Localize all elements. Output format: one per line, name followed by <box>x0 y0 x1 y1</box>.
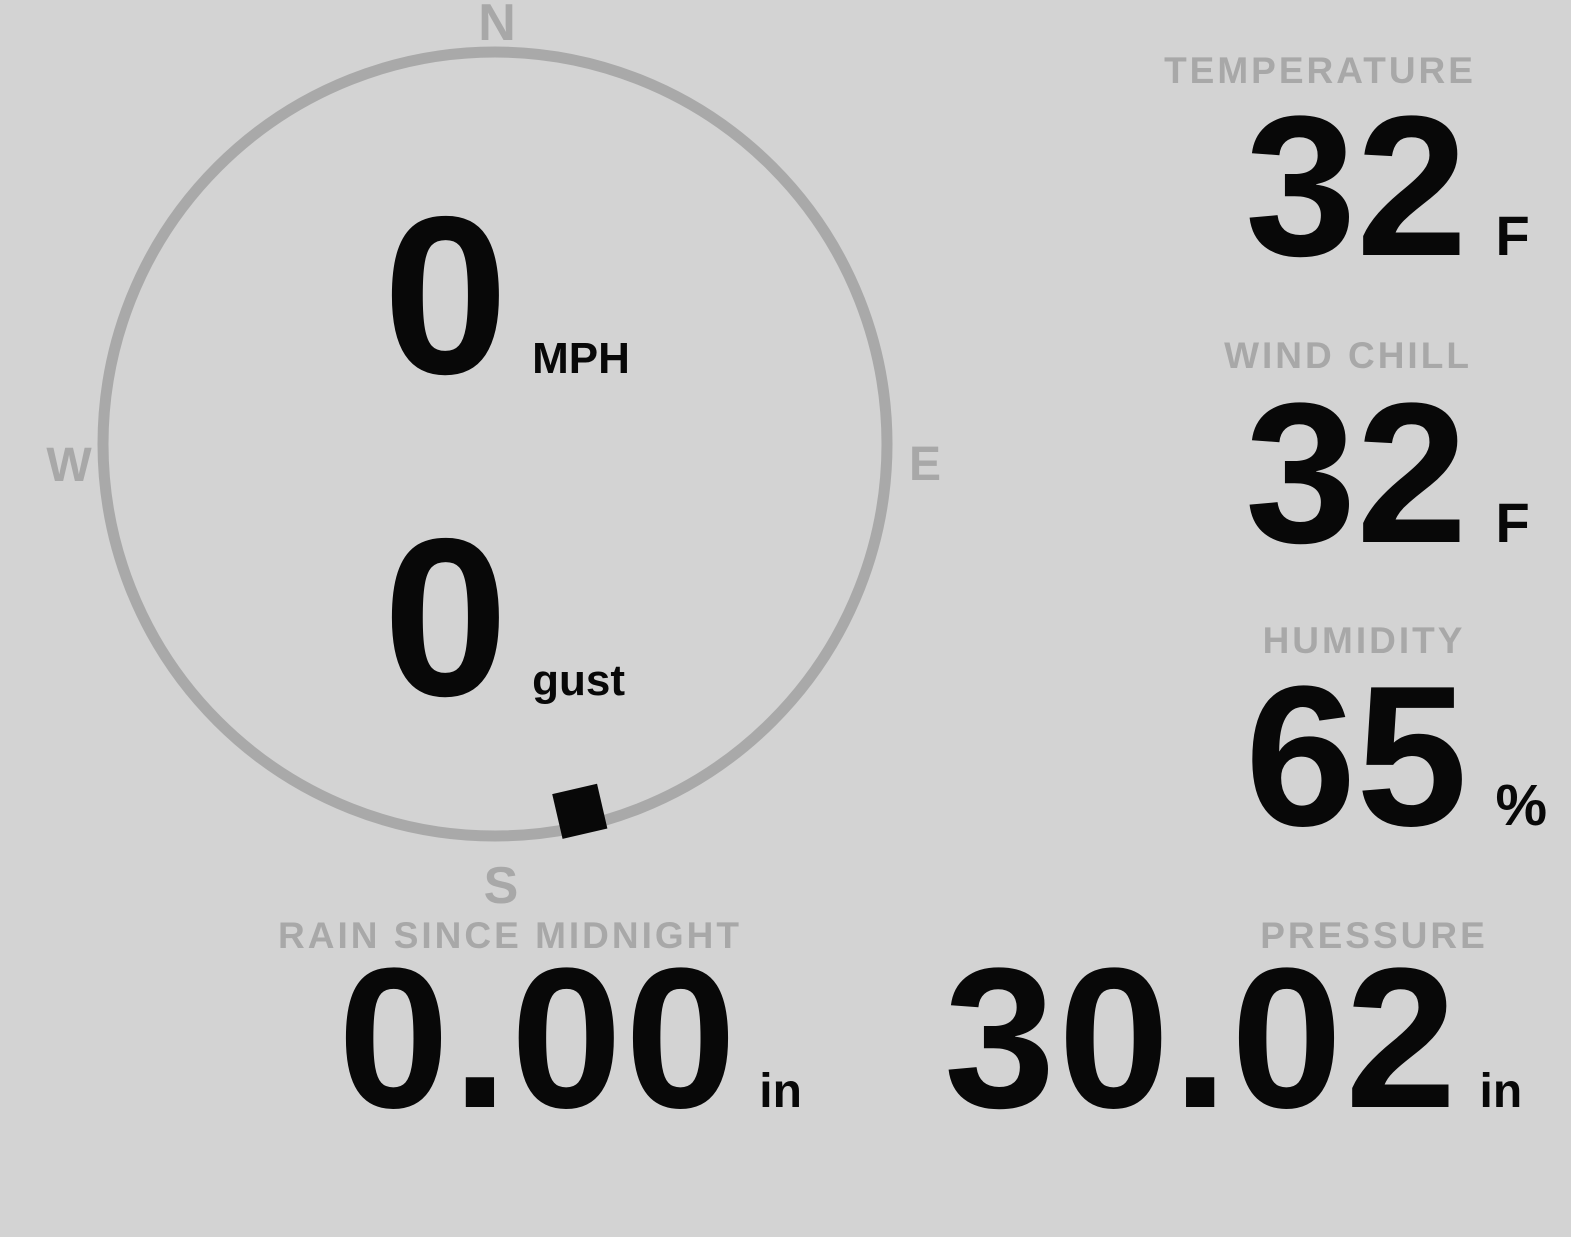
rain-value: 0.00 <box>338 927 740 1150</box>
pressure-unit: in <box>1479 1065 1523 1118</box>
rain-value-row: 0.00 in <box>338 939 802 1139</box>
pressure-value-row: 30.02 in <box>944 939 1522 1139</box>
pressure-value: 30.02 <box>944 927 1460 1150</box>
wind-gust-unit: gust <box>532 656 626 705</box>
humidity-unit: % <box>1495 773 1548 838</box>
rain-label: RAIN SINCE MIDNIGHT <box>278 915 742 956</box>
humidity-label: HUMIDITY <box>1262 620 1466 661</box>
wind-chill-unit: F <box>1495 491 1530 554</box>
wind-speed-value: 0 <box>383 169 509 421</box>
rain-unit: in <box>759 1065 802 1118</box>
wind-direction-marker <box>552 783 608 839</box>
wind-gust: 0 gust <box>383 505 625 730</box>
wind-chill-value: 32 <box>1245 362 1468 585</box>
temperature-value: 32 <box>1245 75 1468 298</box>
pressure-label: PRESSURE <box>1260 915 1488 956</box>
compass-label-west: W <box>46 439 92 492</box>
temperature-label: TEMPERATURE <box>1164 50 1476 91</box>
temperature-value-row: 32 F <box>1245 87 1530 287</box>
temperature-unit: F <box>1495 204 1530 267</box>
wind-speed-unit: MPH <box>532 334 630 383</box>
humidity-value: 65 <box>1245 645 1468 868</box>
wind-chill-value-row: 32 F <box>1245 374 1530 574</box>
compass-label-south: S <box>484 857 519 915</box>
compass-label-north: N <box>478 0 516 52</box>
wind-gust-value: 0 <box>383 491 509 743</box>
wind-chill-label: WIND CHILL <box>1224 335 1472 376</box>
wind-speed: 0 MPH <box>383 183 630 408</box>
wind-compass: N E S W <box>46 0 941 915</box>
compass-label-east: E <box>909 438 941 491</box>
compass-circle <box>97 46 893 842</box>
humidity-value-row: 65 % <box>1245 657 1547 857</box>
